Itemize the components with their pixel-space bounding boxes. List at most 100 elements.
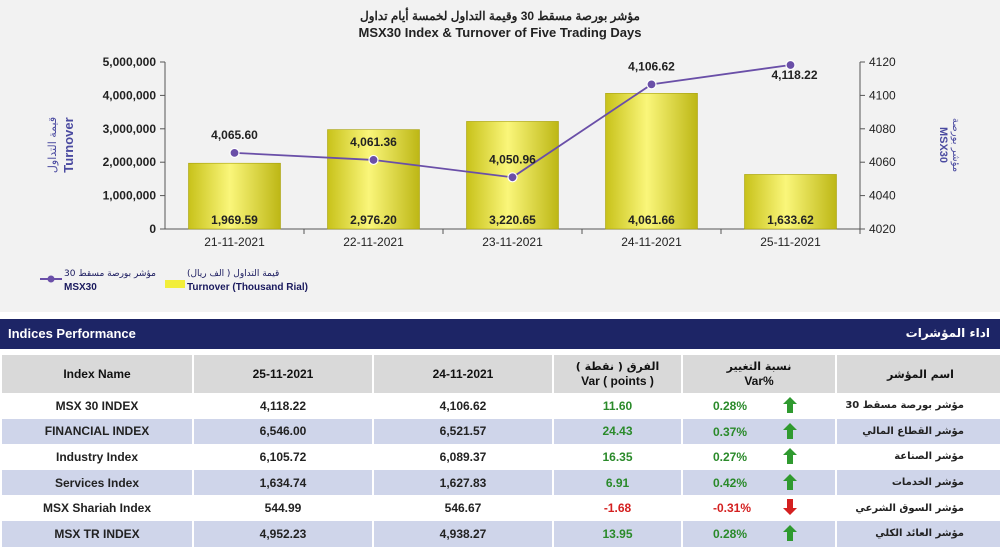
index-name: Industry Index xyxy=(2,444,192,470)
legend-line: مؤشر بورصة مسقط 30 MSX30 xyxy=(40,268,156,294)
value-date-2: 1,627.83 xyxy=(374,469,552,496)
bar-value-label: 4,061.66 xyxy=(628,213,675,227)
section-title-ar: اداء المؤشرات xyxy=(905,326,990,340)
chart-area: مؤشر بورصة مسقط 30 وقيمة التداول لخمسة أ… xyxy=(0,0,1000,312)
table-header-row: Index Name 25-11-2021 24-11-2021 الفرق (… xyxy=(2,355,1000,393)
index-name: MSX Shariah Index xyxy=(2,495,192,521)
legend-bar-ar: قيمة التداول ( الف ريال) xyxy=(187,269,280,279)
var-pct-cell: 0.28% xyxy=(683,520,835,547)
x-tick-label: 23-11-2021 xyxy=(482,235,543,249)
bar xyxy=(605,93,698,230)
index-name-ar: مؤشر الخدمات xyxy=(837,469,1000,496)
table-row: MSX Shariah Index 544.99 546.67 -1.68 -0.31%… xyxy=(2,495,1000,521)
indices-performance-header: Indices Performance اداء المؤشرات xyxy=(0,319,1000,349)
var-pct: 0.27% xyxy=(713,450,748,465)
right-axis-title-en: MSX30 xyxy=(937,127,949,163)
col-arabic-name: اسم المؤشر xyxy=(837,355,1000,393)
var-points: 16.35 xyxy=(554,444,681,470)
arrow-up-icon xyxy=(783,448,797,465)
arrow-up-icon xyxy=(783,397,797,413)
index-name: MSX TR INDEX xyxy=(2,520,192,547)
left-axis-title-en: Turnover xyxy=(61,117,76,172)
col-date-2: 24-11-2021 xyxy=(374,355,552,393)
var-pct: 0.28% xyxy=(713,399,748,413)
bar xyxy=(188,162,281,230)
index-name-ar: مؤشر بورصة مسقط 30 xyxy=(837,393,1000,419)
table-row: FINANCIAL INDEX 6,546.00 6,521.57 24.43 0.37… xyxy=(2,418,1000,445)
msx30-point xyxy=(229,147,240,158)
col-var-points-en: Var ( points ) xyxy=(581,374,654,388)
var-pct: 0.37% xyxy=(713,424,748,439)
value-date-1: 4,952.23 xyxy=(194,520,372,547)
table-row: Industry Index 6,105.72 6,089.37 16.35 0.27%… xyxy=(2,444,1000,470)
var-pct-cell: 0.37% xyxy=(683,418,835,445)
table-row: Services Index 1,634.74 1,627.83 6.91 0.42% م… xyxy=(2,469,1000,496)
bar-value-label: 2,976.20 xyxy=(350,213,397,227)
var-pct: -0.31% xyxy=(713,501,752,516)
bar-value-label: 1,969.59 xyxy=(211,213,258,227)
left-axis-title-ar: قيمة التداول xyxy=(46,117,59,173)
index-name-ar: مؤشر الصناعة xyxy=(837,444,1000,470)
value-date-2: 6,089.37 xyxy=(374,444,552,470)
x-tick-label: 22-11-2021 xyxy=(343,235,404,249)
left-tick-label: 4,000,000 xyxy=(103,88,157,102)
msx30-point xyxy=(368,154,379,166)
var-points: -1.68 xyxy=(554,495,681,521)
left-tick-label: 5,000,000 xyxy=(103,55,157,69)
bar xyxy=(327,129,420,230)
var-points: 11.60 xyxy=(554,393,681,419)
left-tick-label: 0 xyxy=(149,222,156,236)
msx30-value-label: 4,061.36 xyxy=(350,135,397,149)
table-row: MSX 30 INDEX 4,118.22 4,106.62 11.60 0.28% مؤ… xyxy=(2,393,1000,419)
value-date-2: 4,106.62 xyxy=(374,393,552,419)
right-tick-label: 4040 xyxy=(869,189,896,203)
legend-line-marker xyxy=(40,275,62,283)
arrow-up-icon xyxy=(783,473,797,490)
value-date-1: 1,634.74 xyxy=(194,469,372,496)
right-axis-title-ar: مؤشر بورصة xyxy=(950,118,961,172)
chart-title-en: MSX30 Index & Turnover of Five Trading D… xyxy=(359,25,642,40)
var-pct: 0.42% xyxy=(713,475,748,490)
col-var-points: الفرق ( نقطة ) Var ( points ) xyxy=(554,355,681,393)
table-row: MSX TR INDEX 4,952.23 4,938.27 13.95 0.28% مؤ… xyxy=(2,520,1000,547)
var-points: 13.95 xyxy=(554,520,681,547)
chart-svg: مؤشر بورصة مسقط 30 وقيمة التداول لخمسة أ… xyxy=(46,8,961,249)
right-tick-label: 4120 xyxy=(869,55,896,69)
msx30-value-label: 4,065.60 xyxy=(211,128,258,142)
legend-bar-en: Turnover (Thousand Rial) xyxy=(187,282,308,293)
legend-bar: قيمة التداول ( الف ريال) Turnover (Thous… xyxy=(165,268,308,294)
index-name-ar: مؤشر العائد الكلي xyxy=(837,520,1000,547)
bar-value-label: 3,220.65 xyxy=(489,213,536,227)
arrow-up-icon xyxy=(783,524,797,541)
left-tick-label: 3,000,000 xyxy=(103,122,157,136)
section-title-en: Indices Performance xyxy=(8,326,136,341)
index-name: MSX 30 INDEX xyxy=(2,393,192,419)
value-date-2: 6,521.57 xyxy=(374,418,552,445)
x-tick-label: 25-11-2021 xyxy=(760,235,821,249)
right-tick-label: 4020 xyxy=(869,222,896,236)
x-tick-label: 24-11-2021 xyxy=(621,235,682,249)
msx30-value-label: 4,118.22 xyxy=(771,68,817,82)
col-var-points-ar: الفرق ( نقطة ) xyxy=(575,360,660,373)
bar-value-label: 1,633.62 xyxy=(767,213,814,227)
msx30-point xyxy=(507,172,518,183)
right-tick-label: 4060 xyxy=(869,155,896,169)
index-name-ar: مؤشر السوق الشرعي xyxy=(837,495,1000,521)
col-var-pct-en: Var% xyxy=(744,374,774,388)
right-tick-label: 4080 xyxy=(869,122,896,136)
var-points: 24.43 xyxy=(554,418,681,445)
msx30-point xyxy=(646,79,657,90)
index-name: FINANCIAL INDEX xyxy=(2,418,192,445)
arrow-down-icon xyxy=(783,499,797,516)
var-pct-cell: -0.31% xyxy=(683,495,835,521)
left-tick-label: 1,000,000 xyxy=(103,189,157,203)
var-pct-cell: 0.28% xyxy=(683,393,835,419)
value-date-2: 546.67 xyxy=(374,495,552,521)
left-tick-label: 2,000,000 xyxy=(103,155,157,169)
indices-table: Index Name 25-11-2021 24-11-2021 الفرق (… xyxy=(0,355,1000,547)
value-date-1: 4,118.22 xyxy=(194,393,372,419)
var-pct-cell: 0.27% xyxy=(683,444,835,470)
index-name-ar: مؤشر القطاع المالي xyxy=(837,418,1000,445)
col-date-1: 25-11-2021 xyxy=(194,355,372,393)
var-pct: 0.28% xyxy=(713,526,748,541)
